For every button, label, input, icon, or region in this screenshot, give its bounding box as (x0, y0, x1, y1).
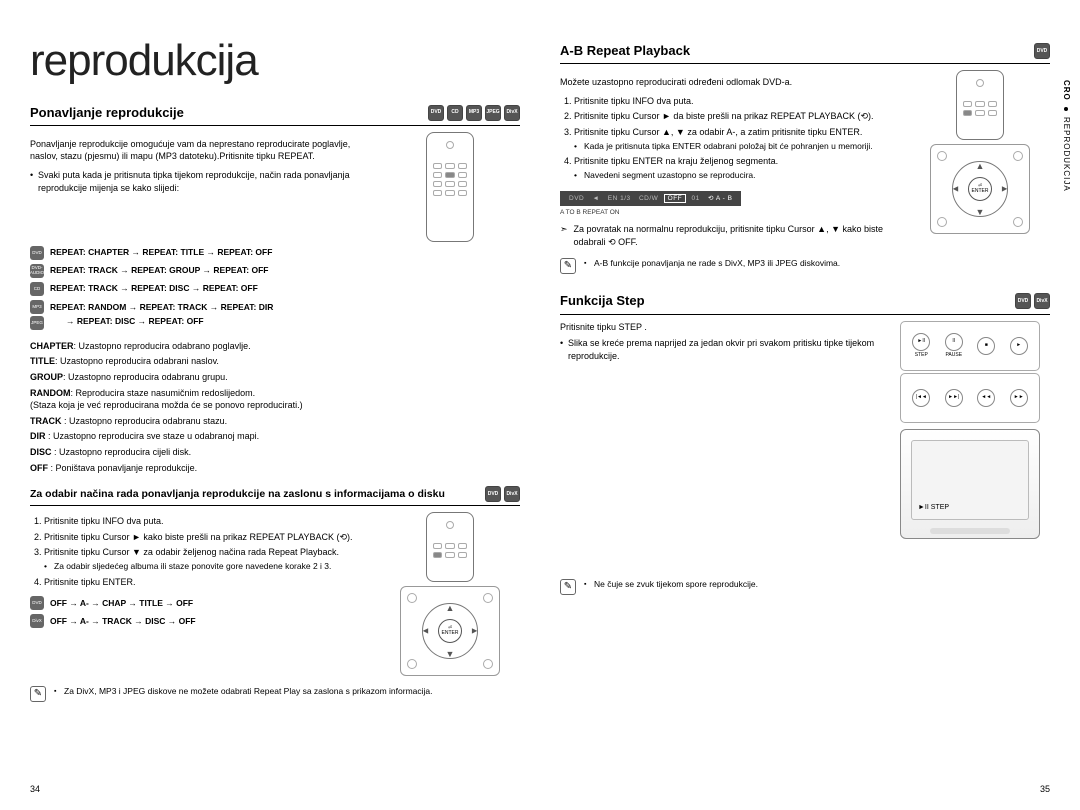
flow-badge: DVD (30, 246, 44, 260)
note-row: ✎ A-B funkcije ponavljanja ne rade s Div… (560, 258, 1050, 274)
note-row: ✎ Ne čuje se zvuk tijekom spore reproduk… (560, 579, 1050, 595)
ab-intro: Možete uzastopno reproducirati određeni … (560, 76, 902, 89)
intro-text: Ponavljanje reprodukcije omogućuje vam d… (30, 138, 372, 163)
off-flow-1: OFF → A- → CHAP → TITLE → OFF (50, 597, 193, 611)
flow-badge: DVD (30, 596, 44, 610)
section-header-repeat: Ponavljanje reprodukcije DVD CD MP3 JPEG… (30, 104, 520, 126)
flow-badge: MP3 (30, 300, 44, 314)
tip-text: Za povratak na normalnu reprodukciju, pr… (574, 223, 902, 248)
definitions: CHAPTER: Uzastopno reproducira odabrano … (30, 340, 520, 474)
page-number: 34 (30, 783, 40, 796)
badge-cd: CD (447, 105, 463, 121)
osd-caption: A TO B REPEAT ON (560, 208, 902, 217)
badge-dvd: DVD (485, 486, 501, 502)
step-bullet: Slika se kreće prema naprijed za jedan o… (560, 337, 892, 362)
step-line: Pritisnite tipku STEP . (560, 321, 892, 334)
note-icon: ✎ (560, 579, 576, 595)
note-text: Ne čuje se zvuk tijekom spore reprodukci… (584, 579, 758, 591)
note-icon: ✎ (30, 686, 46, 702)
remote-dpad-illustration: ▲ ▼ ◄ ► ⏎ ENTER (380, 512, 520, 676)
steps-list: Pritisnite tipku INFO dva puta. Pritisni… (30, 515, 372, 588)
page-right: A-B Repeat Playback DVD Možete uzastopno… (540, 0, 1080, 810)
bullet-text: Svaki puta kada je pritisnuta tipka tije… (30, 169, 372, 194)
page-left: reprodukcija Ponavljanje reprodukcije DV… (0, 0, 540, 810)
section-title: Funkcija Step (560, 292, 1015, 310)
remote-illustration (380, 132, 520, 242)
remote-dpad-illustration: ▲ ▼ ◄ ► ⏎ ENTER (910, 70, 1050, 234)
flow-badge: DivX (30, 614, 44, 628)
repeat-flow-4-sub: → REPEAT: DISC → REPEAT: OFF (66, 315, 273, 329)
page-title: reprodukcija (30, 30, 520, 92)
repeat-flow-1: REPEAT: CHAPTER → REPEAT: TITLE → REPEAT… (50, 246, 272, 260)
badge-divx: DivX (504, 486, 520, 502)
note-text: A-B funkcije ponavljanja ne rade s DivX,… (584, 258, 840, 270)
section-title: Ponavljanje reprodukcije (30, 104, 428, 122)
section-header-step: Funkcija Step DVD DivX (560, 292, 1050, 314)
section-title: Za odabir načina rada ponavljanja reprod… (30, 487, 485, 502)
repeat-flow-4: REPEAT: RANDOM → REPEAT: TRACK → REPEAT:… (50, 301, 273, 315)
badge-mp3: MP3 (466, 105, 482, 121)
badge-jpeg: JPEG (485, 105, 501, 121)
repeat-flow-2: REPEAT: TRACK → REPEAT: GROUP → REPEAT: … (50, 264, 269, 278)
repeat-flow-3: REPEAT: TRACK → REPEAT: DISC → REPEAT: O… (50, 282, 258, 296)
note-row: ✎ Za DivX, MP3 i JPEG diskove ne možete … (30, 686, 520, 702)
side-tab: CRO REPRODUKCIJA (1061, 80, 1072, 191)
note-text: Za DivX, MP3 i JPEG diskove ne možete od… (54, 686, 433, 698)
badge-divx: DivX (1034, 293, 1050, 309)
off-flow-2: OFF → A- → TRACK → DISC → OFF (50, 615, 196, 629)
section-header-ab: A-B Repeat Playback DVD (560, 42, 1050, 64)
badge-dvd: DVD (1015, 293, 1031, 309)
badge-divx: DivX (504, 105, 520, 121)
flow-badge: JPEG (30, 316, 44, 330)
flow-badge: DVD-AUDIO (30, 264, 44, 278)
osd-display: DVD ◄ EN 1/3 CD/W OFF 01 ⟲ A - B (560, 191, 741, 206)
badge-dvd: DVD (428, 105, 444, 121)
page-number: 35 (1040, 783, 1050, 796)
step-illustration: ►IISTEP IIPAUSE ■ ► |◄◄►►| ◄◄►► ►II STEP (900, 321, 1050, 539)
note-icon: ✎ (560, 258, 576, 274)
ab-steps: Pritisnite tipku INFO dva puta. Pritisni… (560, 95, 902, 182)
format-badges: DVD CD MP3 JPEG DivX (428, 105, 520, 121)
section-header-screen-repeat: Za odabir načina rada ponavljanja reprod… (30, 486, 520, 506)
badge-dvd: DVD (1034, 43, 1050, 59)
section-title: A-B Repeat Playback (560, 42, 1034, 60)
flow-badge: CD (30, 282, 44, 296)
